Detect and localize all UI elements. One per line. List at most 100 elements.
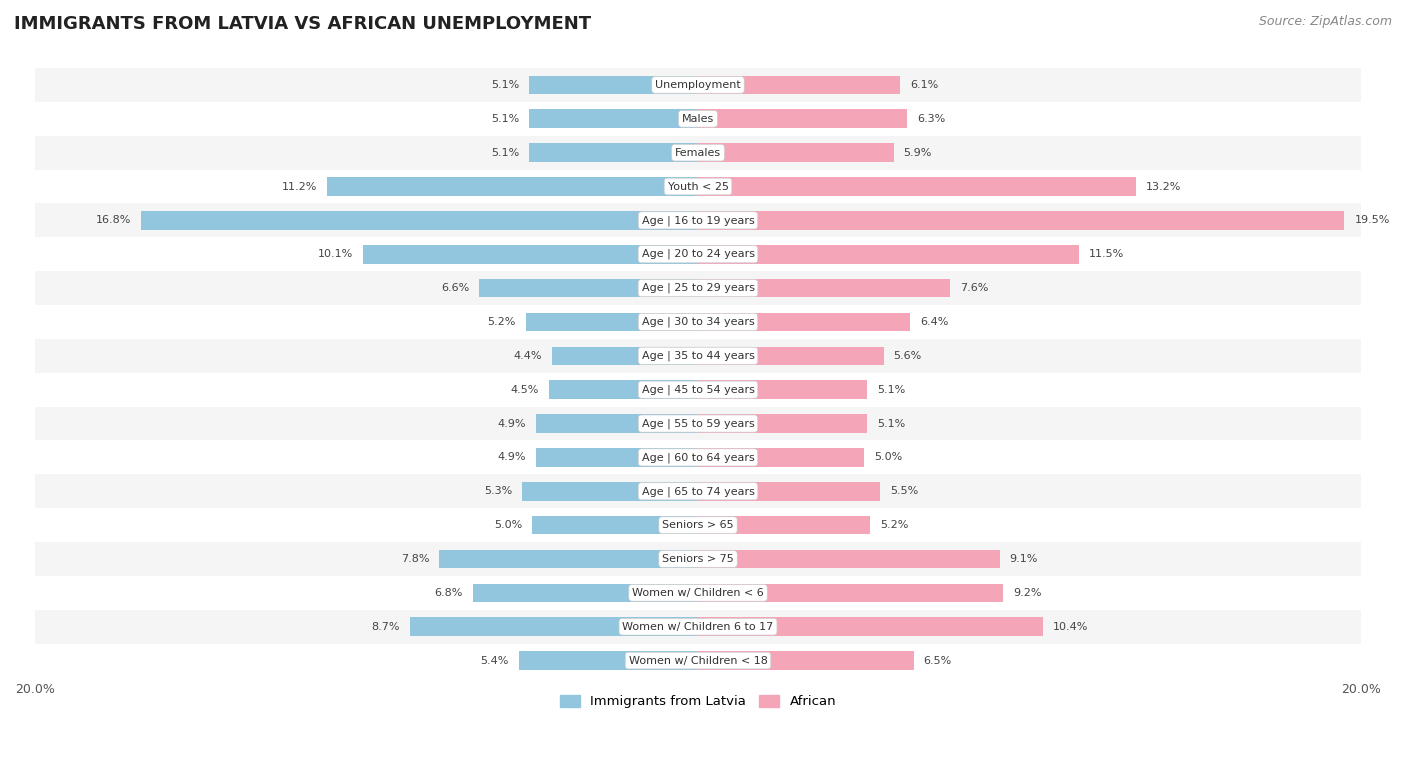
Bar bbox=[35, 136, 1361, 170]
Text: 16.8%: 16.8% bbox=[96, 216, 131, 226]
Bar bbox=[533, 516, 697, 534]
Text: 4.4%: 4.4% bbox=[513, 350, 543, 361]
Text: 6.5%: 6.5% bbox=[924, 656, 952, 665]
Bar bbox=[548, 380, 697, 399]
Text: 6.6%: 6.6% bbox=[441, 283, 470, 293]
Text: Unemployment: Unemployment bbox=[655, 80, 741, 90]
Text: Women w/ Children < 6: Women w/ Children < 6 bbox=[633, 588, 763, 598]
Bar bbox=[519, 651, 697, 670]
Bar bbox=[35, 237, 1361, 271]
Bar bbox=[472, 584, 697, 602]
Text: 10.1%: 10.1% bbox=[318, 249, 353, 259]
Bar bbox=[697, 618, 1043, 636]
Text: 5.0%: 5.0% bbox=[873, 453, 903, 463]
Text: 5.3%: 5.3% bbox=[484, 486, 512, 497]
Text: Age | 16 to 19 years: Age | 16 to 19 years bbox=[641, 215, 755, 226]
Text: 5.1%: 5.1% bbox=[877, 385, 905, 394]
Text: Age | 25 to 29 years: Age | 25 to 29 years bbox=[641, 283, 755, 294]
Bar bbox=[536, 414, 697, 433]
Bar bbox=[697, 550, 1000, 569]
Bar bbox=[326, 177, 697, 196]
Bar bbox=[697, 279, 950, 298]
Bar bbox=[697, 414, 868, 433]
Text: 11.5%: 11.5% bbox=[1090, 249, 1125, 259]
Bar bbox=[35, 441, 1361, 475]
Bar bbox=[697, 245, 1080, 263]
Bar bbox=[697, 177, 1136, 196]
Text: 13.2%: 13.2% bbox=[1146, 182, 1181, 192]
Text: Women w/ Children 6 to 17: Women w/ Children 6 to 17 bbox=[623, 621, 773, 632]
Bar bbox=[697, 347, 883, 365]
Text: 9.1%: 9.1% bbox=[1010, 554, 1038, 564]
Bar bbox=[697, 110, 907, 128]
Bar bbox=[35, 102, 1361, 136]
Bar bbox=[35, 170, 1361, 204]
Bar bbox=[35, 475, 1361, 508]
Bar bbox=[409, 618, 697, 636]
Bar bbox=[35, 508, 1361, 542]
Text: 5.2%: 5.2% bbox=[488, 317, 516, 327]
Text: Age | 45 to 54 years: Age | 45 to 54 years bbox=[641, 385, 755, 395]
Text: Age | 35 to 44 years: Age | 35 to 44 years bbox=[641, 350, 755, 361]
Bar bbox=[35, 68, 1361, 102]
Text: 5.6%: 5.6% bbox=[894, 350, 922, 361]
Bar bbox=[529, 143, 697, 162]
Text: Seniors > 75: Seniors > 75 bbox=[662, 554, 734, 564]
Text: Youth < 25: Youth < 25 bbox=[668, 182, 728, 192]
Bar bbox=[35, 271, 1361, 305]
Legend: Immigrants from Latvia, African: Immigrants from Latvia, African bbox=[554, 690, 841, 714]
Text: 19.5%: 19.5% bbox=[1354, 216, 1389, 226]
Text: Age | 30 to 34 years: Age | 30 to 34 years bbox=[641, 316, 755, 327]
Bar bbox=[697, 482, 880, 500]
Text: 4.9%: 4.9% bbox=[498, 419, 526, 428]
Bar bbox=[697, 448, 863, 467]
Text: 10.4%: 10.4% bbox=[1053, 621, 1088, 632]
Bar bbox=[529, 110, 697, 128]
Bar bbox=[697, 651, 914, 670]
Text: 6.1%: 6.1% bbox=[910, 80, 938, 90]
Text: 9.2%: 9.2% bbox=[1012, 588, 1042, 598]
Bar bbox=[35, 339, 1361, 372]
Text: 5.4%: 5.4% bbox=[481, 656, 509, 665]
Text: 5.2%: 5.2% bbox=[880, 520, 908, 530]
Bar bbox=[529, 76, 697, 94]
Text: 5.9%: 5.9% bbox=[904, 148, 932, 157]
Text: Females: Females bbox=[675, 148, 721, 157]
Text: 5.1%: 5.1% bbox=[491, 80, 519, 90]
Bar bbox=[697, 313, 910, 332]
Text: 8.7%: 8.7% bbox=[371, 621, 399, 632]
Bar bbox=[35, 204, 1361, 237]
Bar bbox=[536, 448, 697, 467]
Bar bbox=[697, 584, 1002, 602]
Text: Women w/ Children < 18: Women w/ Children < 18 bbox=[628, 656, 768, 665]
Text: 5.1%: 5.1% bbox=[491, 148, 519, 157]
Bar bbox=[697, 516, 870, 534]
Bar bbox=[35, 542, 1361, 576]
Bar bbox=[479, 279, 697, 298]
Text: 4.9%: 4.9% bbox=[498, 453, 526, 463]
Bar bbox=[522, 482, 697, 500]
Text: 6.3%: 6.3% bbox=[917, 114, 945, 124]
Text: Age | 65 to 74 years: Age | 65 to 74 years bbox=[641, 486, 755, 497]
Bar bbox=[35, 643, 1361, 678]
Bar bbox=[35, 372, 1361, 407]
Text: 5.1%: 5.1% bbox=[877, 419, 905, 428]
Bar bbox=[697, 211, 1344, 229]
Text: 6.8%: 6.8% bbox=[434, 588, 463, 598]
Text: Seniors > 65: Seniors > 65 bbox=[662, 520, 734, 530]
Bar bbox=[35, 305, 1361, 339]
Bar bbox=[553, 347, 697, 365]
Bar bbox=[697, 76, 900, 94]
Bar bbox=[697, 143, 894, 162]
Bar bbox=[697, 380, 868, 399]
Text: IMMIGRANTS FROM LATVIA VS AFRICAN UNEMPLOYMENT: IMMIGRANTS FROM LATVIA VS AFRICAN UNEMPL… bbox=[14, 15, 591, 33]
Text: 5.5%: 5.5% bbox=[890, 486, 918, 497]
Bar bbox=[363, 245, 697, 263]
Text: 7.8%: 7.8% bbox=[401, 554, 429, 564]
Bar bbox=[35, 576, 1361, 610]
Text: 7.6%: 7.6% bbox=[960, 283, 988, 293]
Bar bbox=[35, 610, 1361, 643]
Bar bbox=[526, 313, 697, 332]
Text: 5.1%: 5.1% bbox=[491, 114, 519, 124]
Text: 4.5%: 4.5% bbox=[510, 385, 538, 394]
